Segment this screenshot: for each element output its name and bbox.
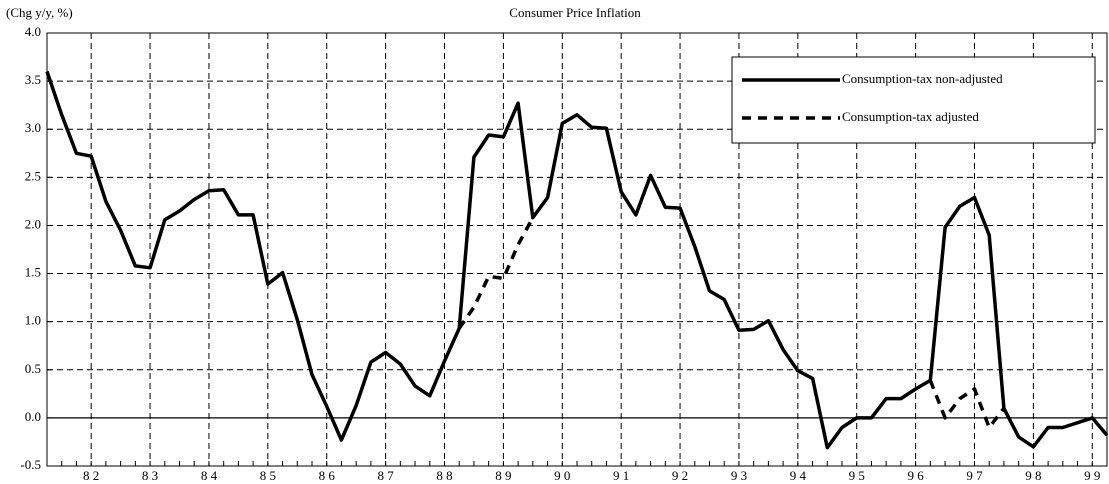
legend-label: Consumption-tax non-adjusted [842,71,1003,86]
plot-frame [46,32,1108,467]
y-tick-label: 1.0 [25,313,41,328]
x-tick-label: 8 8 [436,468,452,483]
x-tick-label: 8 4 [201,468,218,483]
x-tick-label: 9 1 [613,468,629,483]
y-tick-label: 4.0 [25,24,41,39]
x-tick-label: 9 8 [1025,468,1041,483]
x-tick-label: 9 0 [554,468,570,483]
y-tick-label: -0.5 [20,457,41,472]
x-tick-label: 9 3 [731,468,747,483]
x-tick-label: 9 6 [907,468,924,483]
series-line [928,379,1006,430]
chart-title: Consumer Price Inflation [509,5,641,20]
x-tick-label: 9 5 [849,468,865,483]
x-tick-label: 9 2 [672,468,688,483]
x-tick-label: 8 6 [319,468,336,483]
x-tick-label: 9 7 [966,468,983,483]
series-line [457,216,535,330]
x-tick-label: 9 4 [790,468,807,483]
x-tick-label: 8 2 [83,468,99,483]
legend-label: Consumption-tax adjusted [842,109,979,124]
legend-box [731,56,1096,144]
x-tick-label: 9 9 [1084,468,1100,483]
x-tick-label: 8 3 [142,468,158,483]
y-tick-label: 0.0 [25,409,41,424]
y-tick-label: 2.0 [25,216,41,231]
y-tick-label: 2.5 [25,168,41,183]
x-tick-label: 8 9 [495,468,511,483]
y-tick-label: 1.5 [25,265,41,280]
y-tick-label: 3.5 [25,72,41,87]
x-tick-label: 8 5 [260,468,276,483]
x-tick-label: 8 7 [377,468,394,483]
y-tick-label: 0.5 [25,361,41,376]
y-axis-label: (Chg y/y, %) [6,5,73,20]
y-tick-label: 3.0 [25,120,41,135]
